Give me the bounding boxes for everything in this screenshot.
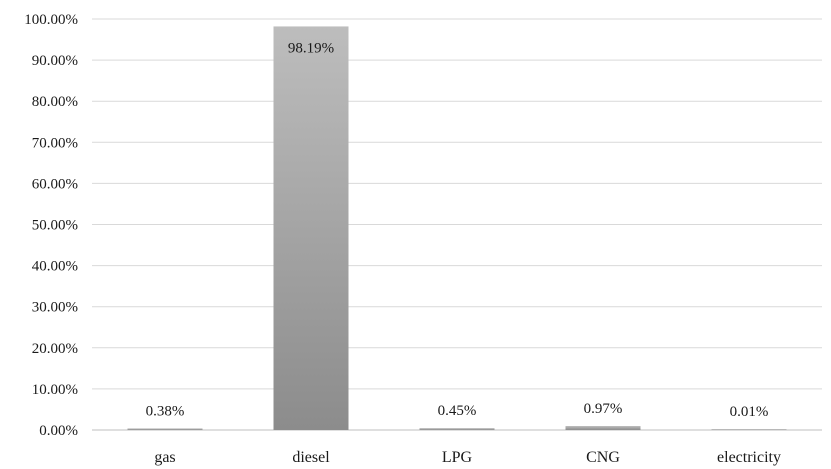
bar-CNG	[565, 426, 641, 430]
y-tick-label: 30.00%	[32, 300, 78, 316]
data-label-diesel: 98.19%	[288, 40, 334, 56]
y-tick-label: 70.00%	[32, 135, 78, 151]
y-tick-label: 100.00%	[24, 12, 78, 28]
x-category-label-LPG: LPG	[442, 449, 473, 466]
data-labels: 0.38% 98.19% 0.45% 0.97% 0.01%	[146, 40, 769, 420]
bar-gas	[127, 428, 203, 430]
x-axis-category-labels: gas diesel LPG CNG electricity	[154, 449, 781, 466]
data-label-electricity: 0.01%	[730, 404, 769, 420]
x-category-label-CNG: CNG	[586, 449, 620, 466]
x-category-label-diesel: diesel	[292, 449, 330, 466]
y-tick-label: 50.00%	[32, 218, 78, 234]
bar-LPG	[419, 428, 495, 430]
bar-electricity	[711, 429, 787, 430]
data-label-LPG: 0.45%	[438, 403, 477, 419]
gridlines	[92, 18, 822, 431]
data-label-gas: 0.38%	[146, 403, 185, 419]
y-tick-label: 0.00%	[39, 423, 78, 439]
y-tick-label: 60.00%	[32, 176, 78, 192]
y-tick-label: 40.00%	[32, 259, 78, 275]
y-tick-label: 80.00%	[32, 94, 78, 110]
x-category-label-electricity: electricity	[717, 449, 781, 466]
bars	[127, 26, 787, 431]
y-axis-tick-labels: 0.00% 10.00% 20.00% 30.00% 40.00% 50.00% 60.00…	[24, 12, 78, 439]
x-category-label-gas: gas	[154, 449, 175, 466]
y-tick-label: 10.00%	[32, 382, 78, 398]
bar-diesel	[273, 26, 349, 431]
y-tick-label: 90.00%	[32, 53, 78, 69]
y-tick-label: 20.00%	[32, 341, 78, 357]
data-label-CNG: 0.97%	[584, 401, 623, 417]
